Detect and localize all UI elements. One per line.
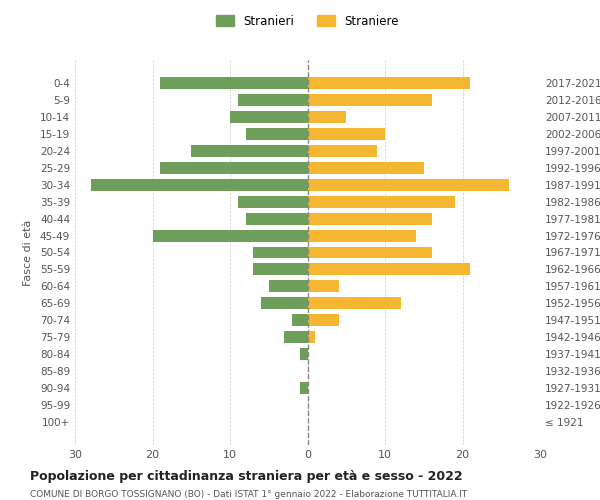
Bar: [292, 314, 308, 326]
Bar: [253, 246, 308, 258]
Bar: [160, 162, 308, 174]
Bar: [152, 230, 308, 241]
Bar: [308, 94, 431, 106]
Bar: [230, 112, 308, 123]
Text: Popolazione per cittadinanza straniera per età e sesso - 2022: Popolazione per cittadinanza straniera p…: [30, 470, 463, 483]
Y-axis label: Fasce di età: Fasce di età: [23, 220, 33, 286]
Bar: [308, 213, 431, 224]
Bar: [308, 314, 338, 326]
Bar: [238, 94, 308, 106]
Bar: [300, 382, 308, 394]
Bar: [308, 280, 338, 292]
Bar: [160, 78, 308, 90]
Legend: Stranieri, Straniere: Stranieri, Straniere: [211, 10, 404, 32]
Bar: [308, 230, 416, 241]
Bar: [308, 128, 385, 140]
Bar: [300, 348, 308, 360]
Bar: [91, 179, 308, 191]
Bar: [191, 145, 308, 157]
Bar: [308, 196, 455, 207]
Bar: [245, 213, 308, 224]
Bar: [308, 246, 431, 258]
Bar: [308, 179, 509, 191]
Bar: [308, 264, 470, 276]
Bar: [284, 331, 308, 343]
Bar: [253, 264, 308, 276]
Bar: [269, 280, 308, 292]
Bar: [261, 298, 308, 309]
Bar: [308, 298, 401, 309]
Bar: [308, 331, 315, 343]
Bar: [245, 128, 308, 140]
Text: COMUNE DI BORGO TOSSIGNANO (BO) - Dati ISTAT 1° gennaio 2022 - Elaborazione TUTT: COMUNE DI BORGO TOSSIGNANO (BO) - Dati I…: [30, 490, 467, 499]
Bar: [308, 78, 470, 90]
Bar: [308, 162, 424, 174]
Bar: [308, 112, 346, 123]
Bar: [238, 196, 308, 207]
Bar: [308, 145, 377, 157]
